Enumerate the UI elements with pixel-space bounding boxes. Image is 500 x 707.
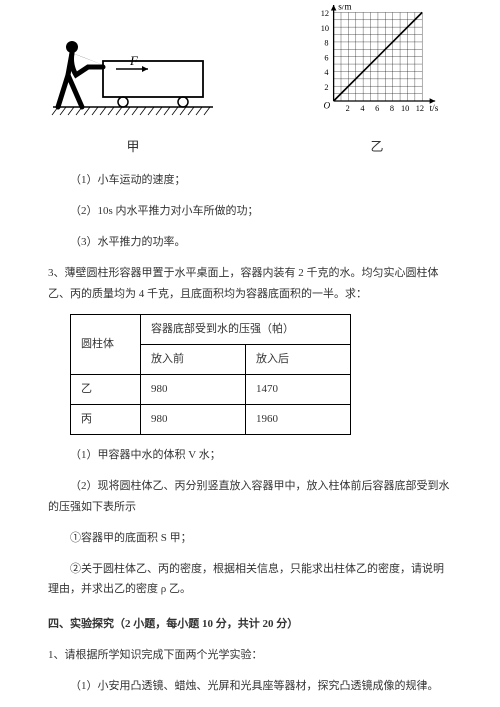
figure-cart-caption: 甲 [48, 135, 218, 160]
svg-text:6: 6 [324, 54, 328, 63]
section-4-heading: 四、实验探究（2 小题，每小题 10 分，共计 20 分） [48, 614, 452, 635]
s4-q1-1: （1）小安用凸透镜、蜡烛、光屏和光具座等器材，探究凸透镜成像的规律。 [48, 676, 452, 697]
th-body: 圆柱体 [71, 315, 141, 375]
svg-text:8: 8 [390, 105, 394, 114]
svg-text:10: 10 [321, 24, 329, 33]
table-row: 乙 980 1470 [71, 375, 351, 405]
force-label: F [129, 53, 139, 68]
figures-row: F 甲 [48, 30, 452, 160]
figure-cart: F 甲 [48, 15, 218, 160]
pressure-table: 圆柱体 容器底部受到水的压强（帕） 放入前 放入后 乙 980 1470 丙 9… [70, 314, 351, 435]
svg-text:t/s: t/s [430, 104, 439, 114]
q-part-3: （3）水平推力的功率。 [48, 232, 452, 253]
figure-graph: s/m t/s O 2 4 6 8 10 12 2 4 6 8 10 12 乙 [302, 5, 452, 160]
svg-text:s/m: s/m [338, 5, 352, 12]
table-row: 丙 980 1960 [71, 405, 351, 435]
svg-text:4: 4 [324, 69, 329, 78]
s4-q1: 1、请根据所学知识完成下面两个光学实验： [48, 645, 452, 666]
svg-text:10: 10 [401, 105, 409, 114]
q3-sub2: （2）现将圆柱体乙、丙分别竖直放入容器甲中，放入柱体前后容器底部受到水的压强如下… [48, 476, 452, 518]
q3-subB: ②关于圆柱体乙、丙的密度，根据相关信息，只能求出柱体乙的密度，请说明理由，并求出… [48, 559, 452, 601]
q-part-2: （2）10s 内水平推力对小车所做的功； [48, 201, 452, 222]
svg-text:2: 2 [346, 105, 350, 114]
svg-text:O: O [323, 101, 330, 111]
th-main: 容器底部受到水的压强（帕） [141, 315, 351, 345]
q3-intro: 3、薄壁圆柱形容器甲置于水平桌面上，容器内装有 2 千克的水。均匀实心圆柱体乙、… [48, 263, 452, 305]
svg-text:8: 8 [324, 39, 328, 48]
svg-text:4: 4 [360, 105, 365, 114]
svg-text:12: 12 [321, 9, 329, 18]
svg-text:12: 12 [416, 105, 424, 114]
th-after: 放入后 [246, 345, 351, 375]
th-before: 放入前 [141, 345, 246, 375]
q-part-1: （1）小车运动的速度； [48, 170, 452, 191]
svg-text:6: 6 [375, 105, 379, 114]
figure-graph-caption: 乙 [302, 135, 452, 160]
q3-subA: ①容器甲的底面积 S 甲； [48, 528, 452, 549]
svg-text:2: 2 [324, 83, 328, 92]
q3-sub1: （1）甲容器中水的体积 V 水； [48, 445, 452, 466]
